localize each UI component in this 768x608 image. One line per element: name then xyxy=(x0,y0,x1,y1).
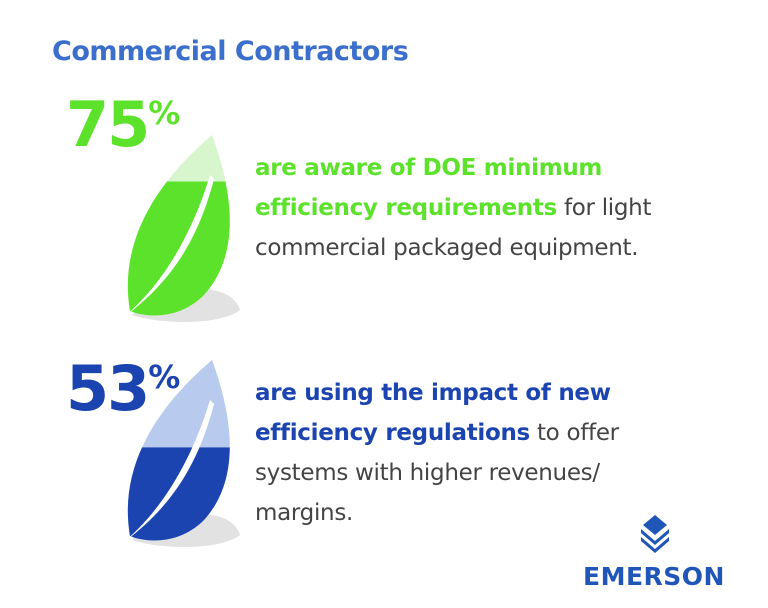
leaf xyxy=(124,360,240,547)
logo: EMERSON xyxy=(583,562,725,591)
stat-text: are aware of DOE minimum efficiency requ… xyxy=(255,148,655,268)
stat-value: 75% xyxy=(66,88,180,161)
stat-value: 53% xyxy=(66,352,180,425)
value: 53 xyxy=(66,352,150,425)
stat-text: are using the impact of new efficiency r… xyxy=(255,373,655,533)
unit: % xyxy=(148,94,181,132)
highlight: are aware of DOE minimum efficiency requ… xyxy=(255,155,603,221)
leaf xyxy=(124,135,240,322)
value: 75 xyxy=(66,88,150,161)
title: Commercial Contractors xyxy=(52,36,409,67)
text: to offer systems with higher revenues/ m… xyxy=(255,420,619,526)
text: for light commercial packaged equipment. xyxy=(255,195,652,261)
highlight: are using the impact of new efficiency r… xyxy=(255,380,611,446)
logo-mark xyxy=(641,515,669,553)
unit: % xyxy=(148,358,181,396)
